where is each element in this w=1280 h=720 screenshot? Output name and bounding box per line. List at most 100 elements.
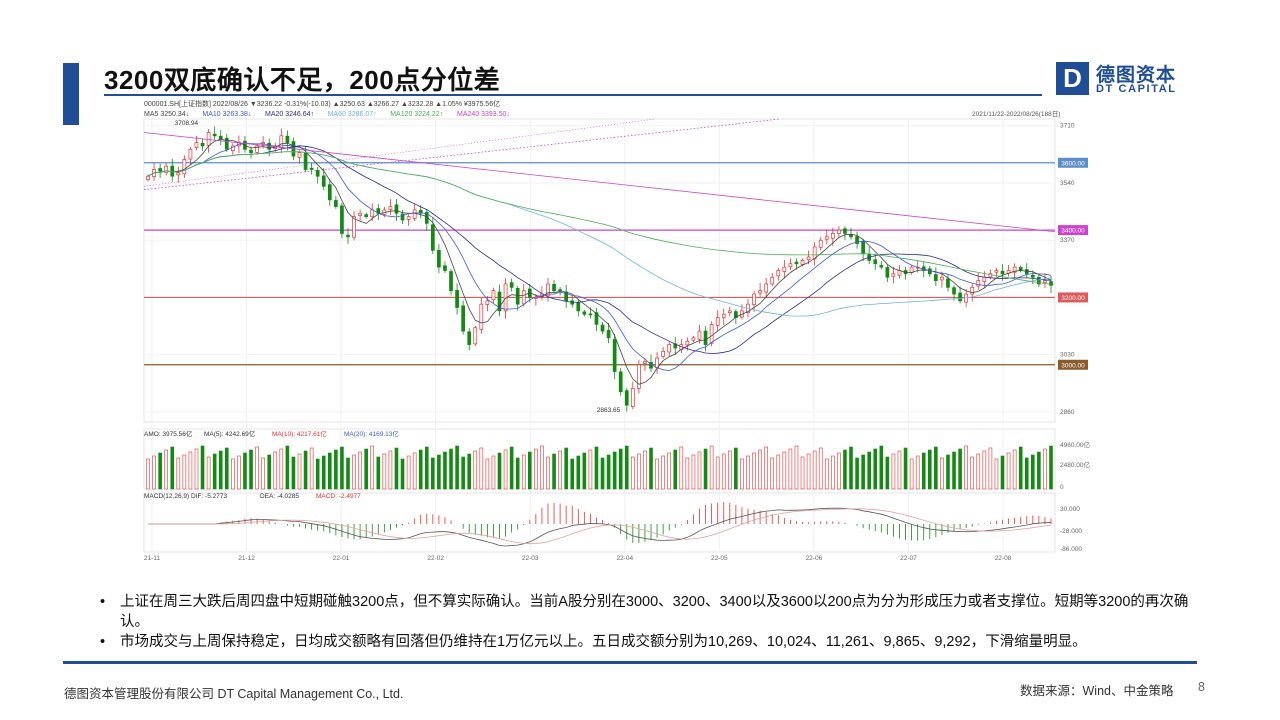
amount-bar (546, 456, 550, 490)
title-divider (104, 94, 1042, 96)
candle-body (806, 256, 811, 261)
candle-body (334, 200, 338, 207)
candle-body (976, 280, 981, 287)
x-tick-label: 22-02 (427, 555, 444, 562)
slide-title: 3200双底确认不足，200点分位差 (104, 65, 501, 95)
candle-body (188, 148, 193, 160)
amount-bar (885, 456, 890, 490)
candle-body (200, 142, 205, 147)
amount-bar (152, 455, 156, 490)
y-tick-label: 3030 (1060, 352, 1075, 359)
amount-bar (521, 454, 526, 490)
macd-y-tick: -86.000 (1060, 546, 1082, 553)
amount-bar (303, 450, 308, 490)
amount-bar (721, 453, 726, 490)
amount-bar (328, 452, 332, 490)
amount-bar (1024, 457, 1029, 490)
candle-body (309, 167, 314, 170)
amount-bar (376, 456, 381, 490)
candle-body (952, 287, 956, 295)
candle-body (940, 276, 944, 281)
candle-body (546, 283, 550, 297)
amount-bar (1006, 452, 1011, 490)
candle-body (582, 311, 587, 315)
candle-body (885, 267, 890, 278)
amount-bar (431, 457, 435, 490)
y-tick-label: 2860 (1060, 409, 1075, 416)
amount-y-tick: 4960.00亿 (1060, 440, 1090, 449)
amount-bar (988, 447, 993, 490)
candle-body (1012, 266, 1017, 273)
amount-bar (655, 458, 659, 490)
amount-bar (1000, 455, 1005, 490)
amount-bar (715, 456, 720, 490)
candle-body (727, 310, 732, 313)
amount-bar (958, 448, 962, 490)
candle-body (934, 274, 938, 281)
amount-bar (794, 445, 799, 490)
amount-bar (867, 451, 871, 490)
candle-body (194, 142, 199, 148)
candle-body (297, 152, 302, 158)
candle-body (909, 266, 914, 273)
moving-average-label: MA240 3393.50↓ (457, 111, 510, 118)
candle-body (843, 228, 847, 234)
amount-bar (418, 449, 423, 490)
amount-bar (424, 446, 429, 490)
amount-bar (727, 450, 732, 490)
candle-body (849, 234, 853, 238)
amount-bar (388, 450, 393, 490)
candle-body (394, 204, 399, 214)
amount-bar (812, 450, 817, 490)
candle-body (315, 170, 320, 177)
amount-bar (703, 448, 708, 490)
amount-bar (691, 454, 696, 490)
x-tick-label: 22-05 (711, 555, 728, 562)
candle-body (327, 184, 332, 201)
amount-bar (382, 453, 387, 490)
moving-average-label: MA20 3246.64↑ (265, 111, 314, 118)
y-tick-label: 3370 (1060, 237, 1075, 244)
candle-body (588, 313, 593, 316)
amount-bar (685, 457, 690, 490)
candle-body (352, 216, 356, 238)
amount-bar (352, 454, 356, 490)
amount-bar (570, 458, 575, 490)
amount-bar (752, 452, 756, 490)
amount-bar (606, 454, 611, 490)
amount-bar (909, 458, 914, 490)
amount-bar (576, 455, 581, 490)
candle-body (643, 361, 647, 364)
candle-body (455, 290, 459, 308)
amount-bar (206, 456, 211, 490)
amount-bar (164, 449, 168, 490)
candle-body (224, 137, 229, 150)
amount-bar (843, 449, 847, 490)
amount-bar (770, 457, 775, 490)
amount-bar (291, 456, 296, 490)
candle-body (515, 287, 520, 305)
logo-chinese-name: 德图资本 (1096, 65, 1177, 86)
company-logo: D 德图资本 DT CAPITAL (1056, 62, 1180, 98)
candle-body (303, 152, 308, 170)
amount-bar (940, 457, 944, 490)
candle-body (958, 292, 962, 302)
price-level-label: 3000.00 (1061, 362, 1085, 369)
candle-body (249, 149, 253, 154)
amount-bar (515, 457, 520, 490)
amount-bar (964, 445, 968, 490)
candle-body (182, 159, 187, 175)
candle-body (818, 239, 823, 248)
candle-body (709, 324, 714, 344)
candle-body (891, 273, 896, 277)
amount-bar (734, 447, 738, 490)
amount-bar (831, 455, 835, 490)
candle-body (812, 246, 817, 260)
amount-bar (673, 449, 678, 490)
candle-body (782, 266, 787, 272)
amount-bar (461, 456, 465, 490)
candle-body (406, 216, 411, 220)
candle-body (358, 212, 362, 216)
amount-bar (491, 455, 496, 490)
amount-bar (679, 446, 684, 490)
